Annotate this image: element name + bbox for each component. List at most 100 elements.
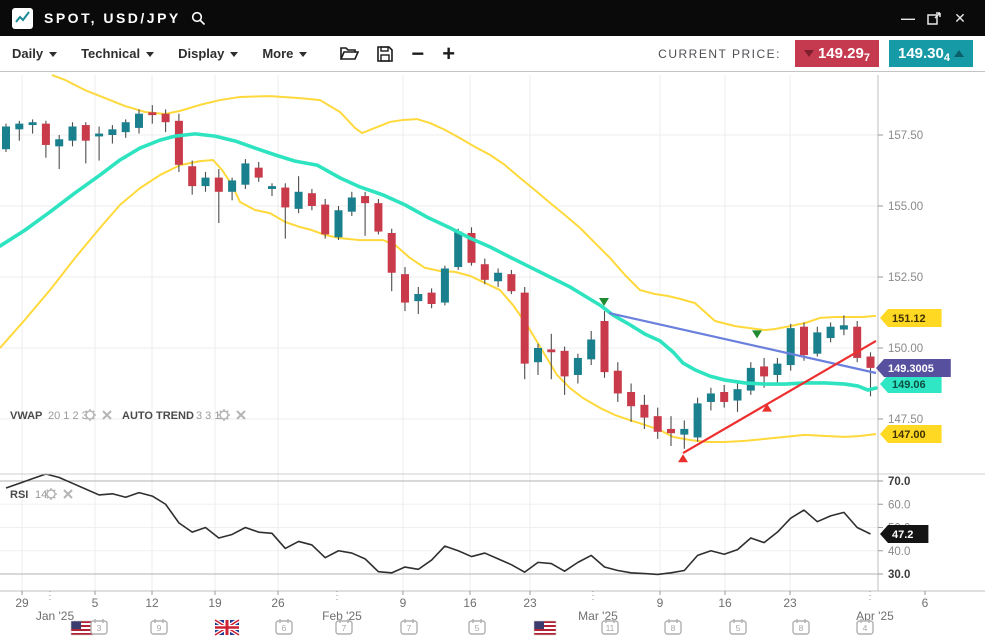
vwap-line: [0, 132, 878, 392]
zoom-in-button[interactable]: +: [442, 40, 456, 66]
display-menu[interactable]: Display: [178, 46, 239, 61]
instrument-title: SPOT, USD/JPY: [44, 10, 181, 26]
svg-text:26: 26: [271, 596, 285, 610]
svg-text:30.0: 30.0: [888, 569, 910, 581]
more-menu[interactable]: More: [262, 46, 308, 61]
svg-text:3: 3: [97, 623, 102, 633]
chevron-down-icon: [230, 52, 239, 57]
calendar-6-event-icon[interactable]: 6: [275, 619, 293, 635]
price-tag-149.3005: 149.3005: [876, 359, 951, 377]
vwap-indicator-label: VWAP 20 1 2 3: [10, 409, 112, 422]
calendar-3-event-icon[interactable]: 3: [90, 619, 108, 635]
save-icon[interactable]: [377, 45, 394, 62]
svg-text:5: 5: [736, 623, 741, 633]
svg-text:147.00: 147.00: [892, 429, 926, 441]
calendar-11-event-icon[interactable]: 11: [601, 619, 619, 635]
timeframe-menu[interactable]: Daily: [12, 46, 58, 61]
gear-icon[interactable]: [218, 409, 230, 421]
svg-text:9: 9: [157, 623, 162, 633]
gear-icon[interactable]: [84, 409, 96, 421]
price-tag-149.06: 149.06: [880, 375, 942, 393]
us-flag-event-icon[interactable]: [533, 620, 557, 636]
zoom-out-button[interactable]: −: [411, 40, 425, 66]
calendar-5-event-icon[interactable]: 5: [468, 619, 486, 635]
price-down-arrow-icon: [803, 50, 814, 57]
calendar-8-event-icon[interactable]: 8: [792, 619, 810, 635]
time-axis: 29 5 12 19 26 9 16 23 9 16 23 6 Jan '25 Feb '25 Mar '2…: [15, 591, 929, 623]
svg-text:Feb '25: Feb '25: [322, 609, 362, 623]
svg-text:8: 8: [799, 623, 804, 633]
calendar-8-event-icon[interactable]: 8: [664, 619, 682, 635]
svg-text:70.0: 70.0: [888, 476, 910, 488]
chart-toolbar: Daily Technical Display More − + CURRENT…: [0, 36, 985, 72]
axis-tags: 151.12 149.06 149.3005 147.00 47.2: [876, 309, 951, 543]
pivot-high-marker: [599, 297, 609, 306]
calendar-7-event-icon[interactable]: 7: [335, 619, 353, 635]
svg-text:16: 16: [463, 596, 477, 610]
close-icon[interactable]: ✕: [954, 10, 966, 26]
auto-trend-overlay: [599, 297, 877, 463]
svg-text:19: 19: [208, 596, 222, 610]
price-tag-147.00: 147.00: [880, 425, 942, 443]
current-price-label: CURRENT PRICE:: [658, 46, 781, 61]
svg-text:8: 8: [671, 623, 676, 633]
price-tag-151.12: 151.12: [880, 309, 942, 327]
remove-indicator-icon[interactable]: [236, 410, 246, 420]
svg-text:20 1 2 3: 20 1 2 3: [48, 410, 88, 422]
popout-button[interactable]: [921, 0, 947, 36]
svg-text:9: 9: [400, 596, 407, 610]
svg-text:4: 4: [863, 623, 868, 633]
gear-icon[interactable]: [45, 488, 57, 500]
svg-text:7: 7: [407, 623, 412, 633]
uk-flag-event-icon[interactable]: [213, 618, 241, 637]
svg-text:29: 29: [15, 596, 29, 610]
svg-text:16: 16: [718, 596, 732, 610]
open-folder-icon[interactable]: [340, 46, 360, 61]
price-chart-canvas[interactable]: 157.50155.00152.50150.00147.5070.060.050…: [0, 72, 985, 639]
chevron-down-icon: [146, 52, 155, 57]
economic-events-row: 3 9 6 7 7 5 11 8 5 8 4: [70, 618, 874, 637]
svg-text:60.0: 60.0: [888, 499, 910, 511]
svg-text:RSI: RSI: [10, 489, 28, 501]
calendar-5-event-icon[interactable]: 5: [729, 619, 747, 635]
chevron-down-icon: [299, 52, 308, 57]
app-logo-icon: [12, 7, 33, 29]
svg-text:147.50: 147.50: [888, 414, 923, 426]
grid-layer: [0, 75, 878, 591]
svg-text:149.06: 149.06: [892, 379, 926, 391]
svg-text:AUTO TREND: AUTO TREND: [122, 410, 194, 422]
rsi-line: [5, 473, 871, 576]
minimize-button[interactable]: —: [901, 10, 915, 26]
calendar-9-event-icon[interactable]: 9: [150, 619, 168, 635]
svg-text:152.50: 152.50: [888, 272, 923, 284]
price-tag-47.2: 47.2: [880, 525, 929, 543]
auto_trend-indicator-label: AUTO TREND 3 3 1: [122, 409, 246, 422]
us-flag-event-icon[interactable]: [70, 620, 94, 636]
svg-text:Mar '25: Mar '25: [578, 609, 618, 623]
svg-text:Jan '25: Jan '25: [36, 609, 75, 623]
remove-indicator-icon[interactable]: [63, 489, 73, 499]
svg-text:157.50: 157.50: [888, 130, 923, 142]
svg-text:Apr '25: Apr '25: [856, 609, 894, 623]
pivot-low-marker: [678, 454, 688, 463]
technical-menu[interactable]: Technical: [81, 46, 155, 61]
svg-text:11: 11: [606, 623, 615, 633]
svg-text:6: 6: [282, 623, 287, 633]
remove-indicator-icon[interactable]: [102, 410, 112, 420]
svg-text:149.3005: 149.3005: [888, 363, 934, 375]
svg-text:5: 5: [475, 623, 480, 633]
title-bar: SPOT, USD/JPY — ✕: [0, 0, 985, 36]
search-icon[interactable]: [191, 11, 206, 26]
svg-text:12: 12: [145, 596, 159, 610]
calendar-4-event-icon[interactable]: 4: [856, 619, 874, 635]
calendar-7-event-icon[interactable]: 7: [400, 619, 418, 635]
svg-text:7: 7: [342, 623, 347, 633]
candles-layer: [2, 105, 875, 449]
svg-text:9: 9: [657, 596, 664, 610]
svg-text:155.00: 155.00: [888, 201, 923, 213]
svg-text:5: 5: [92, 596, 99, 610]
chevron-down-icon: [49, 52, 58, 57]
ask-price-badge: 149.30 4: [888, 40, 973, 67]
svg-text:23: 23: [783, 596, 797, 610]
svg-text:151.12: 151.12: [892, 313, 926, 325]
